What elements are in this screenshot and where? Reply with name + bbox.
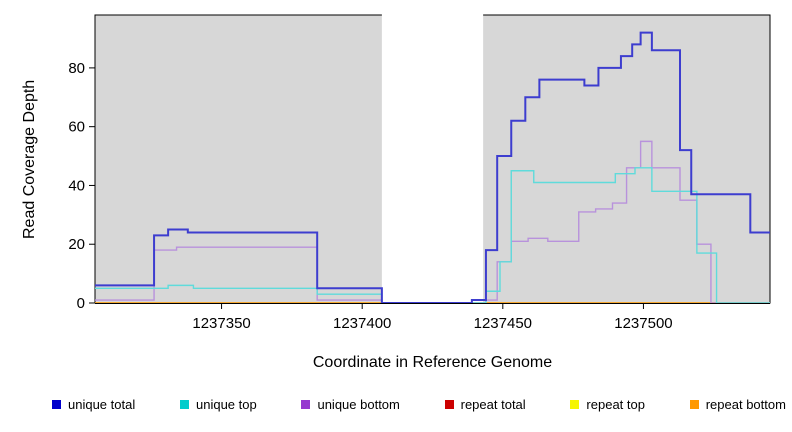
legend-swatch-icon bbox=[570, 400, 580, 409]
legend-swatch-icon bbox=[52, 400, 61, 409]
legend-item-repeat-bottom: repeat bottom bbox=[689, 397, 786, 412]
legend-swatch-icon bbox=[179, 400, 189, 409]
legend-item-unique-top: unique top bbox=[179, 397, 257, 412]
legend-item-repeat-top: repeat top bbox=[570, 398, 645, 411]
legend-swatch-icon bbox=[444, 400, 454, 409]
no-data-region bbox=[381, 13, 484, 303]
legend-label: repeat top bbox=[586, 397, 645, 412]
legend-label: unique bottom bbox=[317, 397, 400, 412]
legend-label: repeat total bbox=[460, 397, 526, 412]
y-tick-label: 20 bbox=[68, 236, 85, 253]
y-tick-label: 60 bbox=[68, 119, 85, 136]
legend-item-unique-total: unique total bbox=[52, 398, 135, 411]
series-line-unique-top bbox=[95, 167, 770, 304]
legend: unique total unique top unique bottom repea… bbox=[52, 398, 786, 411]
x-tick-label: 1237500 bbox=[614, 315, 672, 332]
series-line-unique-bottom bbox=[95, 140, 770, 304]
legend-item-repeat-total: repeat total bbox=[444, 397, 526, 412]
y-tick-label: 0 bbox=[77, 295, 85, 312]
legend-label: unique total bbox=[68, 397, 136, 412]
legend-swatch-icon bbox=[689, 400, 699, 409]
legend-item-unique-bottom: unique bottom bbox=[301, 397, 400, 412]
x-axis-label: Coordinate in Reference Genome bbox=[312, 354, 553, 371]
y-tick-label: 40 bbox=[68, 177, 85, 194]
x-tick-label: 1237350 bbox=[192, 315, 250, 332]
x-tick-label: 1237450 bbox=[474, 315, 532, 332]
y-tick-label: 80 bbox=[68, 60, 85, 77]
coverage-plot: 1237350 1237400 1237450 1237500 0 20 40 60 80 bbox=[68, 13, 771, 332]
legend-label: repeat bottom bbox=[705, 397, 786, 412]
series-line-unique-total bbox=[95, 31, 770, 304]
legend-label: unique top bbox=[195, 397, 257, 412]
x-tick-label: 1237400 bbox=[333, 315, 391, 332]
legend-swatch-icon bbox=[301, 400, 311, 409]
